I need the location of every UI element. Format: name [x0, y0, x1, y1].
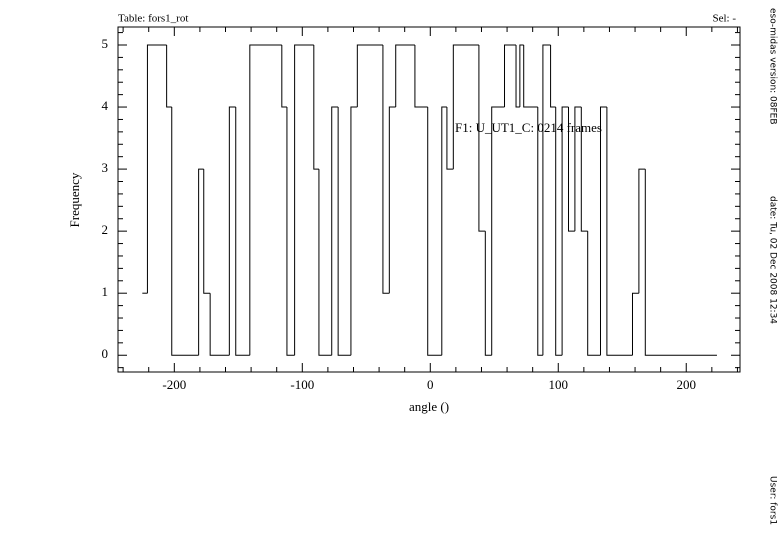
histogram-bin — [294, 44, 314, 356]
histogram-bin — [568, 107, 575, 232]
x-tick-label: 100 — [549, 377, 569, 392]
histogram-bin — [515, 44, 520, 108]
histogram-bin — [427, 107, 442, 356]
histogram-bin — [644, 169, 717, 356]
histogram-bin — [631, 292, 639, 356]
x-tick-label: -100 — [290, 377, 314, 392]
plot-frame — [117, 26, 741, 373]
histogram-bin — [286, 107, 295, 356]
x-tick-label: 0 — [427, 377, 434, 392]
version-text: eso-midas version: 08FEB — [768, 8, 778, 125]
histogram-bin — [388, 106, 396, 294]
histogram-bin — [166, 44, 172, 108]
chart-title: Table: fors1_rot — [118, 13, 188, 25]
histogram-bin — [484, 231, 492, 356]
histogram-bin — [235, 107, 250, 356]
histogram-bin — [331, 106, 339, 356]
histogram-bin — [281, 44, 287, 108]
y-tick-label: 4 — [102, 98, 109, 113]
histogram-bin — [555, 107, 563, 356]
y-tick-label: 1 — [102, 284, 109, 299]
histogram-bin — [550, 44, 556, 108]
histogram-bin — [249, 44, 282, 356]
histogram-bin — [452, 44, 479, 170]
histogram-bin — [313, 44, 319, 170]
histogram-bin — [504, 44, 517, 108]
histogram-bin — [574, 106, 582, 232]
histogram-bin — [337, 107, 351, 356]
histogram-bin — [446, 107, 454, 170]
x-tick-label: -200 — [162, 377, 186, 392]
histogram-bin — [228, 106, 236, 356]
histogram-bin — [561, 106, 569, 356]
histogram-bin — [519, 44, 524, 108]
histogram-bin — [491, 106, 505, 356]
y-axis-label: Frequency — [67, 172, 82, 227]
histogram-bin — [599, 106, 607, 356]
histogram-bin — [146, 44, 167, 294]
histogram-bin — [523, 44, 538, 108]
histogram-bin — [478, 44, 486, 232]
histogram-bin — [587, 231, 601, 356]
histogram-bin — [580, 107, 588, 232]
y-tick-label: 3 — [102, 160, 109, 175]
histogram-bin — [542, 44, 551, 356]
histogram-bin — [414, 44, 428, 108]
y-tick-label: 0 — [102, 346, 109, 361]
histogram-bin — [537, 107, 543, 356]
selection-label: Sel: - — [712, 13, 736, 25]
histogram-bin — [209, 293, 230, 356]
annotation: F1: U_UT1_C: 0214 frames — [455, 120, 602, 135]
y-tick-label: 2 — [102, 222, 109, 237]
histogram-bin — [606, 107, 633, 356]
y-tick-label: 5 — [102, 36, 109, 51]
user-text: User: fors1 — [768, 476, 778, 525]
date-text: date: Tu, 02 Dec 2008 12:34 — [768, 196, 778, 324]
x-tick-label: 200 — [676, 377, 696, 392]
histogram-bin — [198, 168, 204, 356]
histogram-bin — [203, 169, 211, 294]
histogram-bin — [356, 44, 383, 108]
histogram-bin — [638, 168, 646, 294]
histogram-bin — [318, 169, 332, 356]
histogram-bin — [382, 44, 390, 294]
histogram-bin — [171, 107, 199, 356]
histogram-bin — [350, 106, 358, 356]
histogram-bin — [395, 44, 415, 108]
x-axis-label: angle () — [409, 399, 449, 414]
histogram-bin — [441, 106, 447, 356]
